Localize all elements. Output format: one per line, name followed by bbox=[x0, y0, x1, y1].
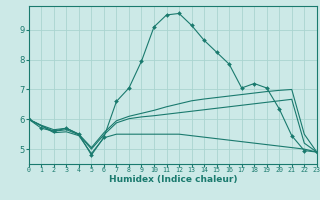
X-axis label: Humidex (Indice chaleur): Humidex (Indice chaleur) bbox=[108, 175, 237, 184]
